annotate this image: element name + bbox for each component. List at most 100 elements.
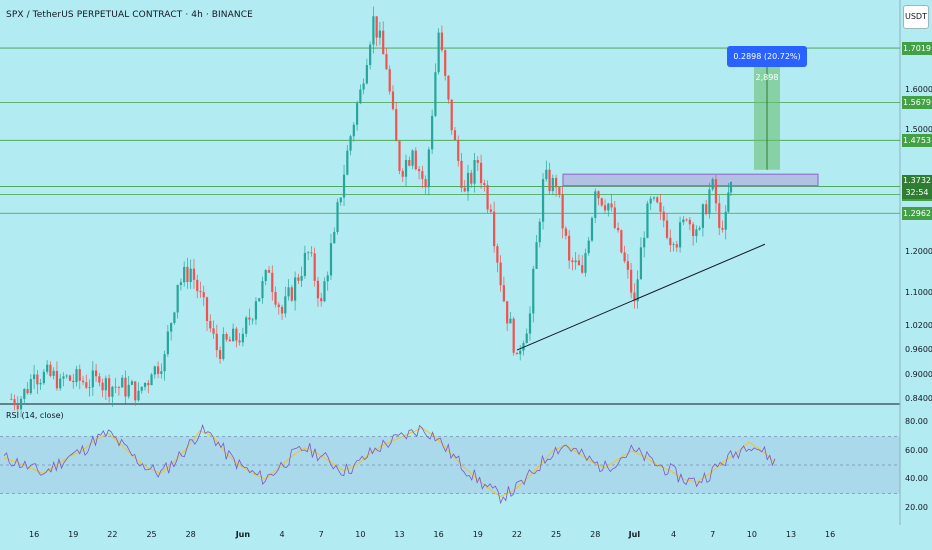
candle [672, 244, 675, 246]
candle [502, 285, 505, 302]
candle [571, 260, 574, 263]
candle [254, 301, 258, 320]
time-tick: 16 [825, 530, 836, 539]
candle [238, 340, 241, 343]
candle [616, 227, 620, 231]
candle [68, 375, 72, 381]
time-tick: 10 [355, 530, 366, 539]
candle [512, 318, 515, 353]
candle [323, 281, 326, 302]
candle [401, 170, 404, 177]
candle [662, 211, 665, 221]
candle [287, 287, 290, 297]
candle [258, 298, 261, 302]
candle [727, 192, 730, 212]
candle [101, 382, 104, 391]
candle [300, 275, 303, 281]
candle [551, 177, 554, 192]
candle [320, 298, 323, 302]
candle [607, 203, 610, 211]
rsi-tick: 80.00 [905, 417, 928, 427]
candle [264, 270, 267, 282]
candle [483, 183, 486, 186]
candle [678, 222, 682, 248]
price-tick: 1.0200 [905, 320, 932, 330]
candle [326, 275, 329, 282]
candle [36, 374, 39, 385]
candle [29, 379, 32, 394]
candle [13, 399, 16, 406]
currency-button[interactable]: USDT [903, 5, 929, 29]
candle [10, 398, 13, 400]
candle [705, 204, 708, 215]
rsi-tick: 40.00 [905, 474, 928, 484]
candle [349, 136, 352, 151]
time-tick: 10 [746, 530, 757, 539]
time-tick: 4 [671, 530, 677, 539]
candle [153, 366, 156, 375]
candle [594, 191, 597, 218]
level-badge: 1.4753 [902, 133, 932, 147]
candle [176, 284, 179, 313]
candle [623, 252, 626, 262]
candle [140, 386, 143, 391]
candle [114, 386, 117, 388]
candle [372, 16, 375, 45]
candle [147, 382, 150, 386]
candle [388, 69, 391, 92]
candle [104, 378, 107, 391]
candle [378, 30, 382, 38]
candle [39, 383, 42, 385]
candle [205, 297, 209, 322]
candle [486, 185, 489, 210]
candle [434, 72, 437, 116]
candle [548, 169, 551, 192]
candle [121, 377, 124, 388]
candle [538, 221, 541, 243]
candle [499, 262, 502, 286]
candle [235, 328, 238, 341]
candle [143, 382, 147, 387]
candle [515, 352, 519, 355]
candle [649, 198, 652, 204]
candle [202, 292, 205, 298]
time-tick: 19 [472, 530, 483, 539]
candle [355, 103, 359, 125]
last-price: 1.3732 [903, 175, 931, 185]
time-tick: 22 [511, 530, 523, 539]
time-tick: 7 [318, 530, 324, 539]
candle [417, 169, 421, 172]
rsi-legend[interactable]: RSI (14, close) [6, 411, 64, 420]
candle [633, 292, 636, 302]
candle [49, 364, 52, 376]
candle [489, 209, 492, 212]
candle [421, 171, 424, 180]
candle [590, 217, 594, 241]
time-tick: 19 [68, 530, 79, 539]
candle [724, 211, 727, 230]
candle [241, 333, 244, 343]
time-tick: 16 [433, 530, 444, 539]
candle [261, 281, 264, 299]
candle [665, 220, 669, 238]
candle [466, 172, 470, 192]
candle [509, 318, 512, 324]
candle [55, 370, 59, 389]
candle [620, 230, 623, 253]
candle [541, 179, 545, 222]
level-badge: 1.7019 [902, 41, 932, 55]
candle [581, 265, 584, 273]
candle [695, 229, 698, 237]
candle [228, 339, 231, 342]
candle [297, 277, 300, 281]
time-tick: 16 [29, 530, 40, 539]
candle [124, 377, 127, 397]
symbol-title[interactable]: SPX / TetherUS PERPETUAL CONTRACT · 4h ·… [6, 10, 253, 20]
candle [682, 219, 685, 223]
candle [652, 197, 656, 199]
candle [290, 287, 293, 301]
candle [675, 244, 678, 248]
candle [81, 380, 85, 383]
